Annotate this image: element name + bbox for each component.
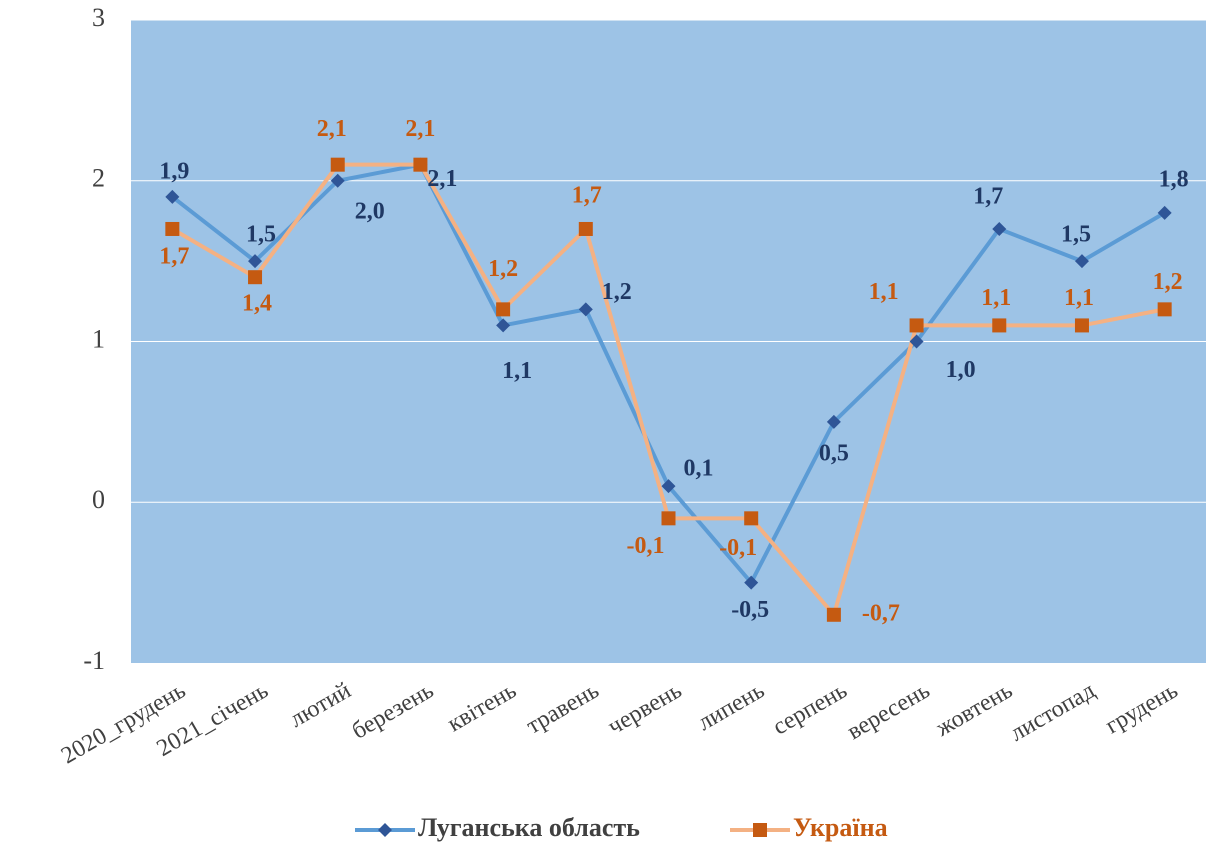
x-tick-label: березень [348, 677, 438, 744]
marker [496, 318, 511, 333]
data-label: 1,8 [1159, 166, 1189, 192]
data-label: 0,1 [684, 456, 714, 482]
legend-label: Україна [793, 813, 888, 842]
y-tick-label: 2 [92, 164, 105, 193]
marker [992, 221, 1007, 236]
marker [744, 511, 759, 526]
y-tick-label: 1 [92, 324, 105, 353]
x-tick-label: листопад [1006, 677, 1100, 746]
marker [165, 221, 180, 236]
data-label: 1,1 [1064, 285, 1094, 311]
marker [413, 157, 428, 172]
marker [496, 302, 511, 317]
marker [330, 173, 345, 188]
x-tick-label: серпень [769, 677, 852, 740]
marker [330, 157, 345, 172]
data-label: -0,7 [862, 600, 900, 626]
marker [826, 607, 841, 622]
legend-marker [753, 823, 767, 837]
data-label: -0,1 [719, 535, 757, 561]
data-label: 1,5 [1061, 222, 1091, 248]
legend-label: Луганська область [418, 813, 640, 842]
marker [578, 221, 593, 236]
y-tick-label: 0 [92, 485, 105, 514]
marker [248, 254, 263, 269]
marker [661, 479, 676, 494]
data-label: 1,5 [246, 222, 276, 248]
marker [165, 189, 180, 204]
data-label: 0,5 [819, 440, 849, 466]
y-tick-label: 3 [92, 3, 105, 32]
marker [248, 270, 263, 285]
marker [909, 334, 924, 349]
marker [744, 575, 759, 590]
marker [826, 414, 841, 429]
data-label: 1,1 [981, 285, 1011, 311]
x-tick-label: вересень [843, 677, 934, 745]
data-label: 2,1 [427, 166, 457, 192]
x-tick-label: липень [693, 677, 769, 736]
data-label: 1,1 [869, 279, 899, 305]
data-label: 1,0 [946, 357, 976, 383]
data-label: -0,5 [731, 597, 769, 623]
marker [1157, 302, 1172, 317]
marker [1074, 254, 1089, 269]
marker [578, 302, 593, 317]
data-label: 1,2 [488, 256, 518, 282]
data-label: 1,7 [572, 182, 602, 208]
data-label: 1,2 [602, 279, 632, 305]
data-label: -0,1 [627, 533, 665, 559]
data-label: 1,7 [973, 183, 1003, 209]
data-label: 2,1 [405, 116, 435, 142]
y-tick-label: -1 [83, 646, 105, 675]
marker [992, 318, 1007, 333]
marker [909, 318, 924, 333]
data-label: 1,1 [502, 358, 532, 384]
x-tick-label: лютий [286, 677, 356, 732]
data-label: 2,0 [355, 198, 385, 224]
data-label: 1,2 [1153, 269, 1183, 295]
marker [661, 511, 676, 526]
x-tick-label: жовтень [931, 677, 1017, 742]
data-label: 1,7 [159, 243, 189, 269]
data-label: 1,9 [159, 158, 189, 184]
x-tick-label: квітень [443, 677, 521, 737]
marker [1157, 205, 1172, 220]
data-label: 1,4 [242, 291, 272, 317]
x-tick-label: грудень [1101, 677, 1182, 739]
legend-marker [378, 823, 392, 837]
x-tick-label: червень [604, 677, 687, 740]
marker [1074, 318, 1089, 333]
x-tick-label: травень [522, 677, 604, 739]
data-label: 2,1 [317, 116, 347, 142]
